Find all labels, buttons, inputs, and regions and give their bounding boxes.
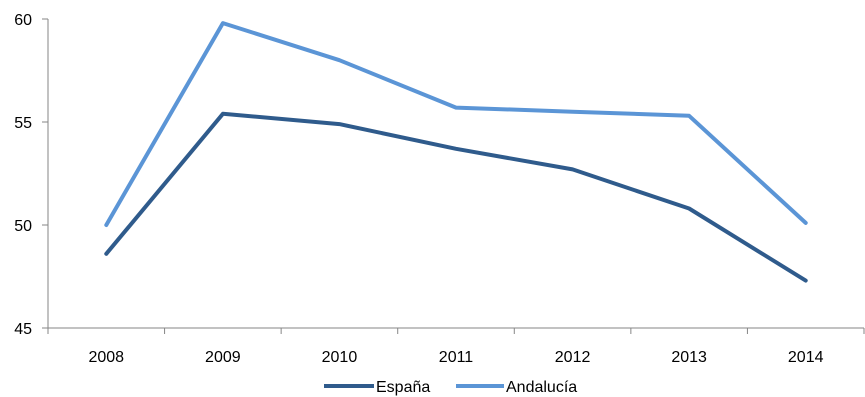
y-tick-label: 55 [14,115,32,132]
series-line-espana [104,111,808,283]
series-line-andalucia [104,21,808,227]
y-tick-label: 60 [14,12,32,29]
axes [47,19,864,329]
legend: España Andalucía [324,379,577,396]
x-tick-label: 2008 [88,349,124,366]
legend-label: Andalucía [506,379,577,396]
legend-label: España [376,379,430,396]
x-tick-label: 2011 [439,349,474,366]
y-tick-label: 50 [14,218,32,235]
x-tick-label: 2013 [671,349,707,366]
x-tick-label: 2010 [322,349,358,366]
x-axis-ticks: 2008 2009 2010 2011 2012 2013 2014 [47,328,865,366]
series-layer [104,21,808,283]
x-tick-label: 2009 [205,349,241,366]
y-tick-label: 45 [14,321,32,338]
y-axis-ticks: 45 50 55 60 [14,12,48,338]
x-tick-label: 2014 [788,349,824,366]
x-tick-label: 2012 [555,349,591,366]
